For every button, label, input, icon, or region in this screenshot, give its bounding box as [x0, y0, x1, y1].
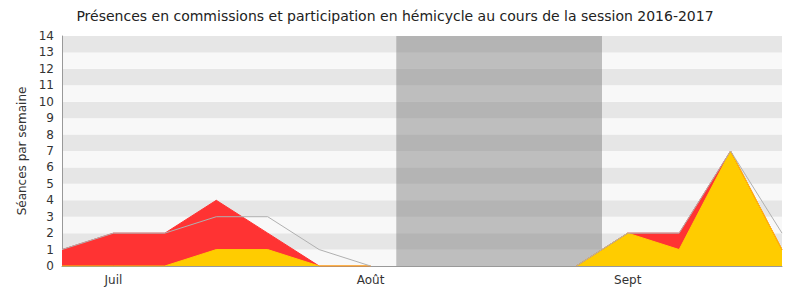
svg-text:10: 10	[39, 95, 54, 109]
svg-text:6: 6	[46, 160, 54, 174]
svg-text:9: 9	[46, 111, 54, 125]
svg-text:14: 14	[39, 29, 54, 43]
svg-text:1: 1	[46, 243, 54, 257]
svg-text:8: 8	[46, 128, 54, 142]
svg-text:0: 0	[46, 259, 54, 273]
svg-text:12: 12	[39, 62, 54, 76]
svg-text:3: 3	[46, 210, 54, 224]
svg-text:13: 13	[39, 45, 54, 59]
svg-text:11: 11	[39, 78, 54, 92]
svg-text:Présences en commissions et pa: Présences en commissions et participatio…	[76, 8, 713, 24]
svg-text:4: 4	[46, 193, 54, 207]
svg-text:7: 7	[46, 144, 54, 158]
svg-text:5: 5	[46, 177, 54, 191]
svg-text:Séances par semaine: Séances par semaine	[15, 87, 29, 216]
svg-text:Juil: Juil	[104, 273, 123, 287]
svg-text:2: 2	[46, 226, 54, 240]
svg-text:Août: Août	[357, 273, 385, 287]
svg-text:Sept: Sept	[614, 273, 642, 287]
